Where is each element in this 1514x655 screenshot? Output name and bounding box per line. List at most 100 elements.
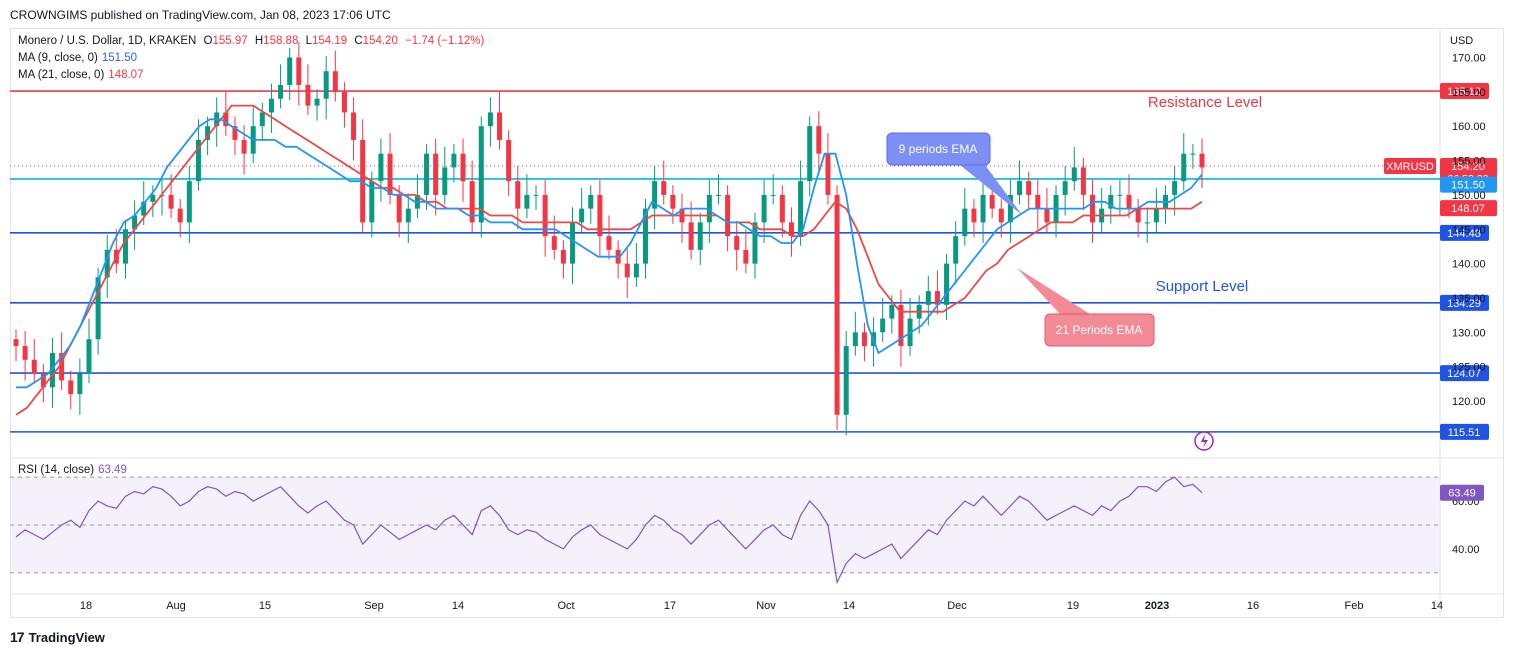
candle-body (451, 153, 457, 168)
candle-body (661, 181, 667, 195)
candle-body (104, 249, 110, 278)
candle-body (332, 71, 338, 92)
candle-body (807, 126, 813, 182)
time-tick: Oct (557, 600, 574, 612)
candle-body (825, 153, 831, 195)
time-tick: 19 (1067, 600, 1079, 612)
symbol-tag (1384, 158, 1436, 175)
tradingview-logo: 17 (10, 629, 25, 645)
level-tag (1440, 423, 1489, 440)
candle-body (1199, 153, 1205, 168)
candle-body (1172, 181, 1178, 195)
candle-body (770, 194, 776, 196)
candle-body (998, 208, 1004, 223)
candle-body (834, 194, 840, 415)
price-tick: 165.00 (1452, 87, 1486, 99)
moving-averages (15, 104, 1203, 416)
rsi-tag (1440, 484, 1484, 501)
change-value: −1.74 (−1.12%) (405, 35, 485, 47)
candle-body (86, 339, 92, 374)
candle-body (880, 318, 886, 333)
price-tag (1440, 200, 1497, 217)
candle-body (688, 222, 694, 250)
time-tick: 16 (1247, 600, 1259, 612)
axes: USD170.00165.00160.00155.00150.00145.001… (80, 35, 1486, 612)
candle-body (396, 194, 402, 223)
candle-body (1117, 194, 1123, 196)
candle-body (141, 201, 147, 216)
time-tick: 15 (259, 600, 271, 612)
candle-body (1071, 167, 1077, 182)
candle-body (40, 373, 46, 388)
candle-body (22, 346, 28, 360)
candle-body (351, 112, 357, 140)
candle-body (341, 91, 347, 113)
candle-body (588, 194, 594, 209)
candle-body (469, 181, 475, 223)
candle-body (405, 208, 411, 223)
rsi-tag-label: 63.49 (1448, 488, 1476, 500)
candle-body (13, 339, 19, 347)
candle-body (843, 346, 849, 415)
candle-body (560, 249, 566, 264)
level-tag (1440, 294, 1489, 311)
candle-body (1026, 181, 1032, 195)
candle-body (925, 291, 931, 305)
candle-body (68, 380, 74, 395)
time-tick: 17 (664, 600, 676, 612)
candle-body (597, 194, 603, 237)
currency-label: USD (1450, 35, 1473, 47)
tradingview-brand[interactable]: 17 TradingView (10, 629, 105, 645)
candle-body (205, 126, 211, 140)
tradingview-name: TradingView (28, 629, 105, 645)
candle-body (779, 194, 785, 223)
resistance-label: Resistance Level (1148, 94, 1262, 111)
time-tick: Feb (1345, 600, 1364, 612)
candle-body (1090, 194, 1096, 223)
candle-body (168, 194, 174, 209)
price-tick: 170.00 (1452, 52, 1486, 64)
price-tick: 150.00 (1452, 190, 1486, 202)
candle-body (861, 332, 867, 347)
candle-body (953, 236, 959, 264)
price-tag-label: 151.50 (1451, 180, 1485, 192)
candle-body (177, 208, 183, 223)
candle-body (570, 222, 576, 264)
candle-body (633, 263, 639, 278)
level-tag-label: 144.48 (1447, 228, 1481, 240)
level-tag-label: 115.51 (1448, 427, 1481, 439)
candle-body (1153, 208, 1159, 223)
price-tick: 140.00 (1452, 259, 1486, 271)
time-tick: 18 (80, 600, 92, 612)
candle-body (506, 139, 512, 182)
candle-body (195, 139, 201, 182)
candle-body (378, 153, 384, 182)
candle-body (314, 98, 320, 106)
price-tick: 130.00 (1452, 327, 1486, 339)
ohlc-legend: Monero / U.S. Dollar, 1D, KRAKEN O155.97… (18, 35, 485, 47)
support-label: Support Level (1156, 278, 1249, 295)
candle-body (278, 84, 284, 99)
candle-body (1144, 222, 1150, 224)
price-tick: 160.00 (1452, 121, 1486, 133)
candle-body (734, 236, 740, 250)
rsi-legend: RSI (14, close) 63.49 (18, 464, 127, 476)
candle-body (132, 215, 138, 230)
ema9-callout-label: 9 periods EMA (899, 142, 978, 156)
level-tag (1440, 224, 1489, 241)
candle-body (287, 57, 293, 85)
candle-body (533, 194, 539, 196)
candle-body (424, 153, 430, 195)
candle-body (971, 208, 977, 223)
price-tick: 135.00 (1452, 293, 1486, 305)
candle-body (579, 208, 585, 223)
candle-body (752, 222, 758, 264)
candle-body (31, 359, 37, 374)
candle-body (433, 153, 439, 195)
candle-body (442, 167, 448, 195)
candle-body (497, 112, 503, 140)
candle-body (460, 153, 466, 182)
price-tick: 125.00 (1452, 362, 1486, 374)
ema9-callout (886, 132, 991, 166)
